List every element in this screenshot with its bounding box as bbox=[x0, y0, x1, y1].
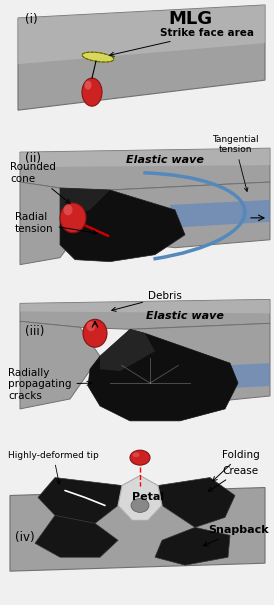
Text: MLG: MLG bbox=[168, 10, 212, 28]
Polygon shape bbox=[120, 323, 270, 403]
Polygon shape bbox=[35, 515, 118, 557]
Polygon shape bbox=[155, 528, 230, 565]
Ellipse shape bbox=[87, 321, 96, 332]
Text: (i): (i) bbox=[25, 13, 38, 26]
Text: Radial
tension: Radial tension bbox=[15, 212, 97, 235]
Polygon shape bbox=[10, 488, 265, 571]
Polygon shape bbox=[88, 329, 238, 421]
Polygon shape bbox=[18, 5, 265, 110]
Ellipse shape bbox=[60, 203, 86, 233]
Text: Petal: Petal bbox=[132, 492, 164, 503]
Ellipse shape bbox=[131, 499, 149, 512]
Text: Crease: Crease bbox=[208, 466, 258, 491]
Polygon shape bbox=[170, 200, 270, 228]
Text: Tangential
tension: Tangential tension bbox=[212, 135, 258, 191]
Polygon shape bbox=[158, 477, 235, 528]
Text: Snapback: Snapback bbox=[204, 525, 269, 546]
Ellipse shape bbox=[83, 319, 107, 347]
Ellipse shape bbox=[133, 452, 139, 457]
Text: (iv): (iv) bbox=[15, 531, 35, 544]
Text: Debris: Debris bbox=[112, 292, 182, 312]
Polygon shape bbox=[60, 188, 185, 261]
Text: (ii): (ii) bbox=[25, 152, 41, 165]
Polygon shape bbox=[100, 329, 155, 371]
Polygon shape bbox=[38, 477, 122, 523]
Polygon shape bbox=[20, 299, 270, 313]
Ellipse shape bbox=[64, 204, 73, 215]
Polygon shape bbox=[20, 148, 270, 190]
Ellipse shape bbox=[84, 80, 92, 90]
Text: Elastic wave: Elastic wave bbox=[126, 155, 204, 165]
Polygon shape bbox=[210, 363, 270, 389]
Text: Elastic wave: Elastic wave bbox=[146, 312, 224, 321]
Text: (iii): (iii) bbox=[25, 325, 44, 338]
Text: Radially
propagating
cracks: Radially propagating cracks bbox=[8, 368, 91, 401]
Polygon shape bbox=[18, 5, 265, 64]
Text: Highly-deformed tip: Highly-deformed tip bbox=[8, 451, 99, 484]
Polygon shape bbox=[60, 188, 110, 218]
Polygon shape bbox=[20, 299, 270, 329]
Text: Rounded
cone: Rounded cone bbox=[10, 162, 70, 203]
Text: Strike face area: Strike face area bbox=[110, 28, 254, 56]
Text: Folding: Folding bbox=[213, 450, 260, 481]
Ellipse shape bbox=[130, 450, 150, 465]
Polygon shape bbox=[20, 321, 100, 409]
Ellipse shape bbox=[82, 52, 114, 62]
Ellipse shape bbox=[82, 78, 102, 106]
Polygon shape bbox=[20, 148, 270, 167]
Polygon shape bbox=[118, 476, 162, 520]
Polygon shape bbox=[20, 182, 90, 264]
Polygon shape bbox=[110, 182, 270, 247]
